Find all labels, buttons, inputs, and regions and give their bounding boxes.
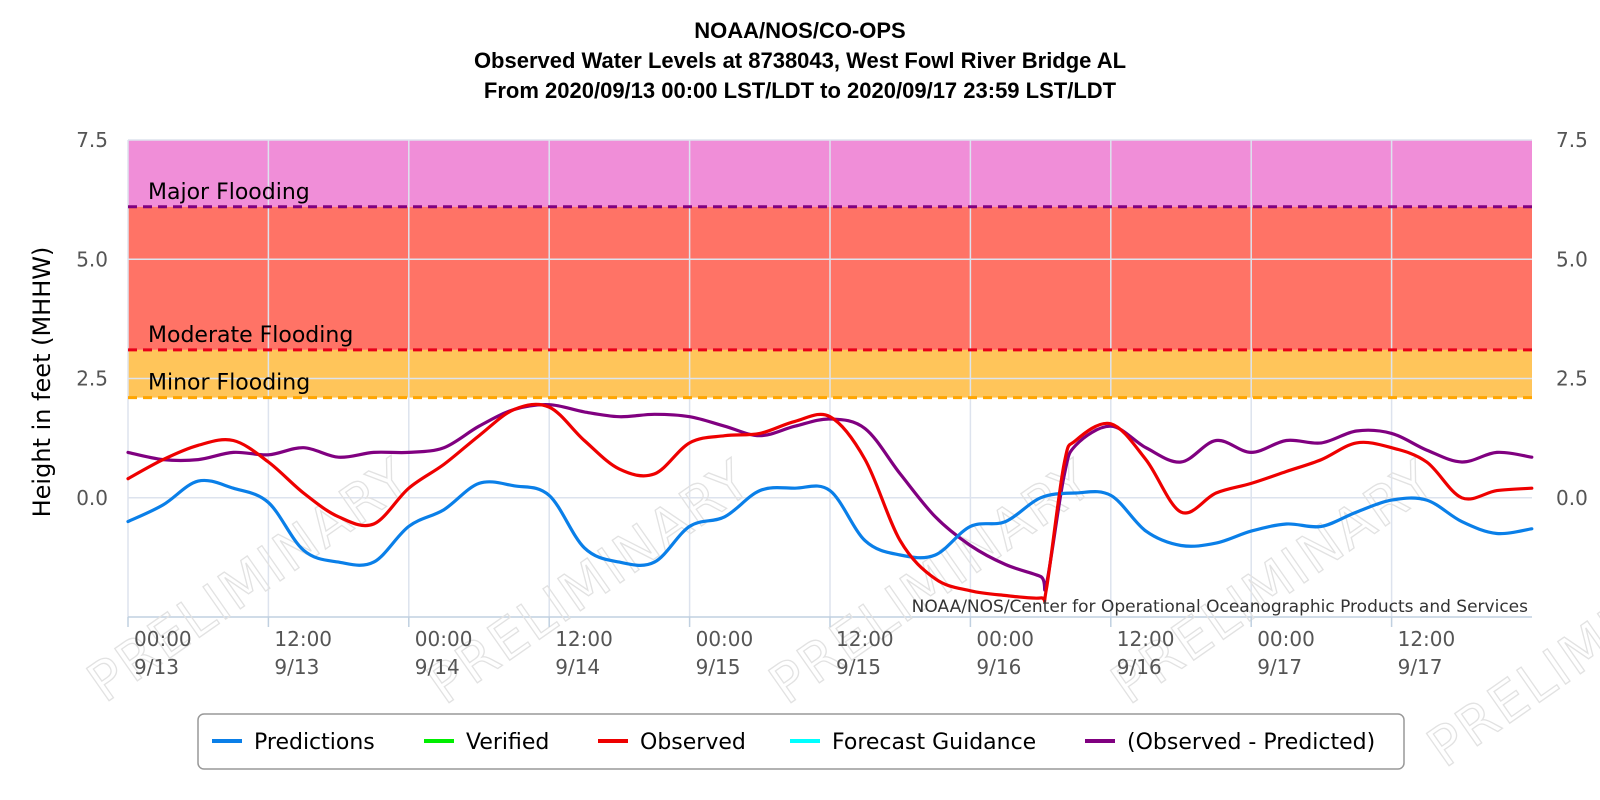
x-tick-date: 9/15 xyxy=(696,655,741,679)
y-tick-label-right: 7.5 xyxy=(1556,128,1588,152)
x-tick-time: 12:00 xyxy=(1398,627,1456,651)
series-line-predictions xyxy=(126,478,1534,567)
grid-lines xyxy=(127,139,1532,618)
x-tick-time: 00:00 xyxy=(134,627,192,651)
x-tick-date: 9/16 xyxy=(1117,655,1162,679)
y-tick-label: 2.5 xyxy=(76,367,108,391)
x-tick-date: 9/13 xyxy=(274,655,319,679)
legend-label-verified: Verified xyxy=(466,730,549,755)
legend-label-observed: Observed xyxy=(640,730,746,755)
x-tick-date: 9/14 xyxy=(415,655,460,679)
y-axis-left: 7.5 5.0 2.5 0.0 xyxy=(76,128,108,510)
y-tick-label: 7.5 xyxy=(76,128,108,152)
y-axis-label: Height in feet (MHHW) xyxy=(28,247,56,518)
y-tick-label-right: 5.0 xyxy=(1556,247,1588,271)
x-tick-time: 12:00 xyxy=(1117,627,1175,651)
legend-label-predictions: Predictions xyxy=(254,730,375,755)
legend-label-forecast-guidance: Forecast Guidance xyxy=(832,730,1036,755)
title-line-3: From 2020/09/13 00:00 LST/LDT to 2020/09… xyxy=(484,78,1117,103)
series-line-observed xyxy=(126,402,1534,603)
x-tick-date: 9/14 xyxy=(555,655,600,679)
title-line-1: NOAA/NOS/CO-OPS xyxy=(694,18,905,43)
flood-threshold-lines xyxy=(128,205,1532,400)
y-axis-right: 7.5 5.0 2.5 0.0 xyxy=(1556,128,1588,510)
x-tick-date: 9/17 xyxy=(1398,655,1443,679)
x-tick-time: 00:00 xyxy=(696,627,754,651)
legend: Predictions Verified Observed Forecast Guid… xyxy=(197,713,1405,770)
series-line-observed-predicted xyxy=(126,403,1534,592)
y-tick-label-right: 2.5 xyxy=(1556,367,1588,391)
x-axis: 00:00 9/13 12:00 9/13 00:00 9/14 12:00 9/14 00:0… xyxy=(127,617,1456,679)
chart-title: NOAA/NOS/CO-OPS Observed Water Levels at… xyxy=(474,18,1126,103)
x-tick-date: 9/15 xyxy=(836,655,881,679)
credit-text: NOAA/NOS/Center for Operational Oceanogr… xyxy=(912,597,1528,617)
moderate-flooding-label: Moderate Flooding xyxy=(148,323,353,348)
x-tick-date: 9/17 xyxy=(1257,655,1302,679)
y-tick-label: 0.0 xyxy=(76,486,108,510)
major-flooding-label: Major Flooding xyxy=(148,180,310,205)
y-tick-label: 5.0 xyxy=(76,247,108,271)
x-tick-time: 12:00 xyxy=(836,627,894,651)
minor-flooding-label: Minor Flooding xyxy=(148,371,310,396)
title-line-2: Observed Water Levels at 8738043, West F… xyxy=(474,48,1126,73)
x-tick-date: 9/16 xyxy=(976,655,1021,679)
series-lines xyxy=(126,402,1534,603)
x-tick-time: 12:00 xyxy=(555,627,613,651)
x-tick-time: 00:00 xyxy=(976,627,1034,651)
legend-label-observed-predicted: (Observed - Predicted) xyxy=(1127,730,1375,755)
x-tick-time: 00:00 xyxy=(415,627,473,651)
y-tick-label-right: 0.0 xyxy=(1556,486,1588,510)
flood-band-labels: Major Flooding Moderate Flooding Minor Flo… xyxy=(148,180,353,396)
x-tick-date: 9/13 xyxy=(134,655,179,679)
x-tick-time: 12:00 xyxy=(274,627,332,651)
x-tick-time: 00:00 xyxy=(1257,627,1315,651)
